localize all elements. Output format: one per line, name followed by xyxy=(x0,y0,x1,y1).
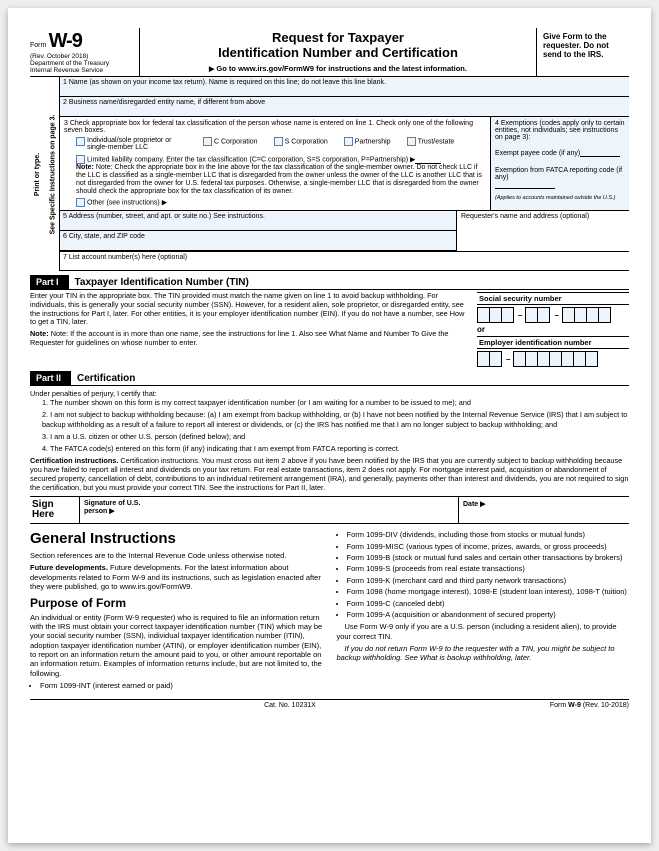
line-6[interactable]: 6 City, state, and ZIP code xyxy=(60,231,456,251)
goto-line: Go to www.irs.gov/FormW9 for instruction… xyxy=(146,64,530,73)
part2-bar: Part II Certification xyxy=(30,371,629,386)
footer: Cat. No. 10231X Form W-9 (Rev. 10-2018) xyxy=(30,699,629,709)
dept-2: Internal Revenue Service xyxy=(30,67,135,74)
line-1[interactable]: 1 Name (as shown on your income tax retu… xyxy=(60,77,629,97)
main-fields: Print or type. See Specific Instructions… xyxy=(30,77,629,271)
instructions-columns: General Instructions Section references … xyxy=(30,530,629,692)
form-label: Form xyxy=(30,42,46,49)
side-label-1: Print or type. xyxy=(30,77,46,271)
requester-addr[interactable]: Requester's name and address (optional) xyxy=(457,211,629,251)
payee-code-input[interactable] xyxy=(580,149,620,157)
signature-input[interactable] xyxy=(158,497,459,523)
gi-heading: General Instructions xyxy=(30,530,323,549)
chk-trust[interactable]: Trust/estate xyxy=(407,137,455,151)
chk-scorp[interactable]: S Corporation xyxy=(274,137,328,151)
chk-ccorp[interactable]: C Corporation xyxy=(203,137,258,151)
fatca-code-input[interactable] xyxy=(495,181,555,189)
form-w9-page: Form W-9 (Rev. October 2018) Department … xyxy=(8,8,651,843)
title-line-2: Identification Number and Certification xyxy=(146,45,530,60)
llc-class-input[interactable] xyxy=(415,156,441,164)
sign-here-label: SignHere xyxy=(30,497,80,523)
line-7[interactable]: 7 List account number(s) here (optional) xyxy=(60,251,629,271)
ssn-input[interactable]: – – xyxy=(477,307,629,323)
part1-text: Enter your TIN in the appropriate box. T… xyxy=(30,290,469,367)
part1-bar: Part I Taxpayer Identification Number (T… xyxy=(30,275,629,290)
line-2[interactable]: 2 Business name/disregarded entity name,… xyxy=(60,97,629,117)
tin-boxes: Social security number – – or Employer i… xyxy=(477,290,629,367)
ein-input[interactable]: – xyxy=(477,351,629,367)
header-left: Form W-9 (Rev. October 2018) Department … xyxy=(30,28,140,76)
line-5[interactable]: 5 Address (number, street, and apt. or s… xyxy=(60,211,456,231)
sign-row: SignHere Signature of U.S. person ▶ Date… xyxy=(30,496,629,524)
dept-1: Department of the Treasury xyxy=(30,60,135,67)
line-4: 4 Exemptions (codes apply only to certai… xyxy=(491,117,629,210)
signature-label: Signature of U.S. person ▶ xyxy=(80,497,158,523)
llc-note: Note: Note: Check the appropriate box in… xyxy=(76,164,486,196)
line-3: 3 Check appropriate box for federal tax … xyxy=(60,117,491,210)
form-number: W-9 xyxy=(49,30,82,52)
header-center: Request for Taxpayer Identification Numb… xyxy=(140,28,537,76)
revision: (Rev. October 2018) xyxy=(30,53,135,60)
chk-partnership[interactable]: Partnership xyxy=(344,137,391,151)
form-list: Form 1099-DIV (dividends, including thos… xyxy=(347,530,630,619)
part2-text: Under penalties of perjury, I certify th… xyxy=(30,389,629,492)
header: Form W-9 (Rev. October 2018) Department … xyxy=(30,28,629,77)
side-label-2: See Specific Instructions on page 3. xyxy=(46,77,60,271)
title-line-1: Request for Taxpayer xyxy=(146,30,530,45)
chk-llc[interactable] xyxy=(76,155,85,164)
chk-individual[interactable]: Individual/sole proprietor or single-mem… xyxy=(76,137,187,151)
chk-other[interactable] xyxy=(76,198,85,207)
purpose-heading: Purpose of Form xyxy=(30,596,323,611)
header-right: Give Form to the requester. Do not send … xyxy=(537,28,629,76)
